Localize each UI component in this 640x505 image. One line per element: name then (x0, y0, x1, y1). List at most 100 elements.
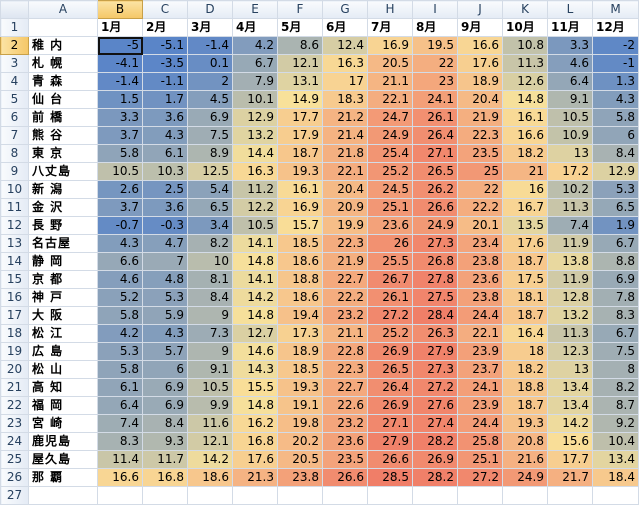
temperature-cell[interactable]: 2.5 (142, 180, 188, 199)
temperature-cell[interactable]: 27.3 (412, 234, 458, 253)
temperature-cell[interactable]: 25.1 (457, 450, 503, 469)
temperature-cell[interactable]: 4.2 (97, 324, 143, 343)
temperature-cell[interactable]: 4.6 (97, 270, 143, 289)
temperature-cell[interactable]: 11.9 (547, 270, 593, 289)
month-header-cell[interactable]: 12月 (592, 18, 639, 37)
row-header[interactable]: 17 (0, 306, 29, 325)
temperature-cell[interactable]: 16.6 (97, 468, 143, 487)
temperature-cell[interactable]: 18.4 (592, 468, 639, 487)
temperature-cell[interactable]: 20.8 (502, 432, 548, 451)
city-name-cell[interactable]: 屋久島 (28, 450, 98, 469)
temperature-cell[interactable]: 16.1 (277, 180, 323, 199)
temperature-cell[interactable]: 6.9 (142, 396, 188, 415)
temperature-cell[interactable]: 6 (142, 360, 188, 379)
city-name-cell[interactable]: 金 沢 (28, 198, 98, 217)
temperature-cell[interactable]: 16 (502, 180, 548, 199)
row-header[interactable]: 9 (0, 162, 29, 181)
temperature-cell[interactable]: 14.6 (232, 342, 278, 361)
temperature-cell[interactable]: 17.6 (457, 54, 503, 73)
temperature-cell[interactable]: 24.7 (367, 108, 413, 127)
city-name-cell[interactable]: 静 岡 (28, 252, 98, 271)
temperature-cell[interactable]: 1.7 (142, 90, 188, 109)
temperature-cell[interactable]: 4.6 (547, 54, 593, 73)
temperature-cell[interactable]: 10.1 (232, 90, 278, 109)
temperature-cell[interactable]: 19.1 (277, 396, 323, 415)
temperature-cell[interactable]: 14.3 (232, 360, 278, 379)
temperature-cell[interactable]: 28.4 (412, 306, 458, 325)
month-header-cell[interactable]: 7月 (367, 18, 413, 37)
temperature-cell[interactable]: 13.4 (592, 450, 639, 469)
cell[interactable] (277, 486, 323, 505)
row-header[interactable]: 26 (0, 468, 29, 487)
temperature-cell[interactable]: 5.3 (97, 342, 143, 361)
city-name-cell[interactable]: 那 覇 (28, 468, 98, 487)
temperature-cell[interactable]: 20.2 (277, 432, 323, 451)
temperature-cell[interactable]: 22.1 (367, 90, 413, 109)
temperature-cell[interactable]: 20.5 (367, 54, 413, 73)
temperature-cell[interactable]: -2 (592, 36, 639, 55)
temperature-cell[interactable]: 23.9 (457, 396, 503, 415)
temperature-cell[interactable]: 15.5 (232, 378, 278, 397)
column-header-h[interactable]: H (367, 0, 413, 19)
temperature-cell[interactable]: 10.5 (547, 108, 593, 127)
temperature-cell[interactable]: 8.8 (592, 252, 639, 271)
temperature-cell[interactable]: 6.5 (187, 198, 233, 217)
temperature-cell[interactable]: 6.6 (97, 252, 143, 271)
temperature-cell[interactable]: 23.8 (457, 288, 503, 307)
temperature-cell[interactable]: 2 (187, 72, 233, 91)
temperature-cell[interactable]: 3.7 (97, 126, 143, 145)
city-name-cell[interactable]: 長 野 (28, 216, 98, 235)
temperature-cell[interactable]: 21.6 (502, 450, 548, 469)
temperature-cell[interactable]: 19.3 (277, 378, 323, 397)
temperature-cell[interactable]: 3.3 (547, 36, 593, 55)
month-header-cell[interactable]: 1月 (97, 18, 143, 37)
temperature-cell[interactable]: 16.1 (502, 108, 548, 127)
temperature-cell[interactable]: 16.4 (502, 324, 548, 343)
temperature-cell[interactable]: 25.1 (367, 198, 413, 217)
temperature-cell[interactable]: 6.7 (232, 54, 278, 73)
temperature-cell[interactable]: 17.3 (277, 324, 323, 343)
temperature-cell[interactable]: 23 (412, 72, 458, 91)
temperature-cell[interactable]: 14.8 (232, 396, 278, 415)
temperature-cell[interactable]: 16.2 (232, 414, 278, 433)
row-header[interactable]: 20 (0, 360, 29, 379)
temperature-cell[interactable]: 23.6 (322, 432, 368, 451)
month-header-cell[interactable]: 5月 (277, 18, 323, 37)
row-header[interactable]: 27 (0, 486, 29, 505)
temperature-cell[interactable]: 8.6 (277, 36, 323, 55)
temperature-cell[interactable]: 23.6 (457, 270, 503, 289)
month-header-cell[interactable]: 8月 (412, 18, 458, 37)
temperature-cell[interactable]: 22.6 (322, 396, 368, 415)
temperature-cell[interactable]: 23.4 (457, 234, 503, 253)
temperature-cell[interactable]: 5.8 (97, 360, 143, 379)
row-header[interactable]: 10 (0, 180, 29, 199)
temperature-cell[interactable]: 14.1 (232, 270, 278, 289)
temperature-cell[interactable]: 20.4 (457, 90, 503, 109)
temperature-cell[interactable]: 12.9 (232, 108, 278, 127)
row-header[interactable]: 3 (0, 54, 29, 73)
temperature-cell[interactable]: 0.1 (187, 54, 233, 73)
temperature-cell[interactable]: 23.8 (457, 252, 503, 271)
temperature-cell[interactable]: 27.4 (412, 414, 458, 433)
temperature-cell[interactable]: 12.6 (502, 72, 548, 91)
row-header[interactable]: 7 (0, 126, 29, 145)
temperature-cell[interactable]: 8 (592, 360, 639, 379)
column-header-c[interactable]: C (142, 0, 188, 19)
temperature-cell[interactable]: 12.7 (232, 324, 278, 343)
month-header-cell[interactable]: 10月 (502, 18, 548, 37)
city-name-cell[interactable]: 松 山 (28, 360, 98, 379)
temperature-cell[interactable]: 8.1 (187, 270, 233, 289)
temperature-cell[interactable]: 14.2 (547, 414, 593, 433)
temperature-cell[interactable]: 26.8 (412, 252, 458, 271)
temperature-cell[interactable]: 14.8 (232, 252, 278, 271)
month-header-cell[interactable]: 4月 (232, 18, 278, 37)
temperature-cell[interactable]: 9 (187, 306, 233, 325)
cell[interactable] (547, 486, 593, 505)
temperature-cell[interactable]: 7.8 (592, 288, 639, 307)
temperature-cell[interactable]: 7.3 (187, 324, 233, 343)
temperature-cell[interactable]: 16.9 (367, 36, 413, 55)
temperature-cell[interactable]: 14.8 (232, 306, 278, 325)
temperature-cell[interactable]: 8.4 (187, 288, 233, 307)
temperature-cell[interactable]: 6.7 (592, 234, 639, 253)
city-name-cell[interactable]: 京 都 (28, 270, 98, 289)
